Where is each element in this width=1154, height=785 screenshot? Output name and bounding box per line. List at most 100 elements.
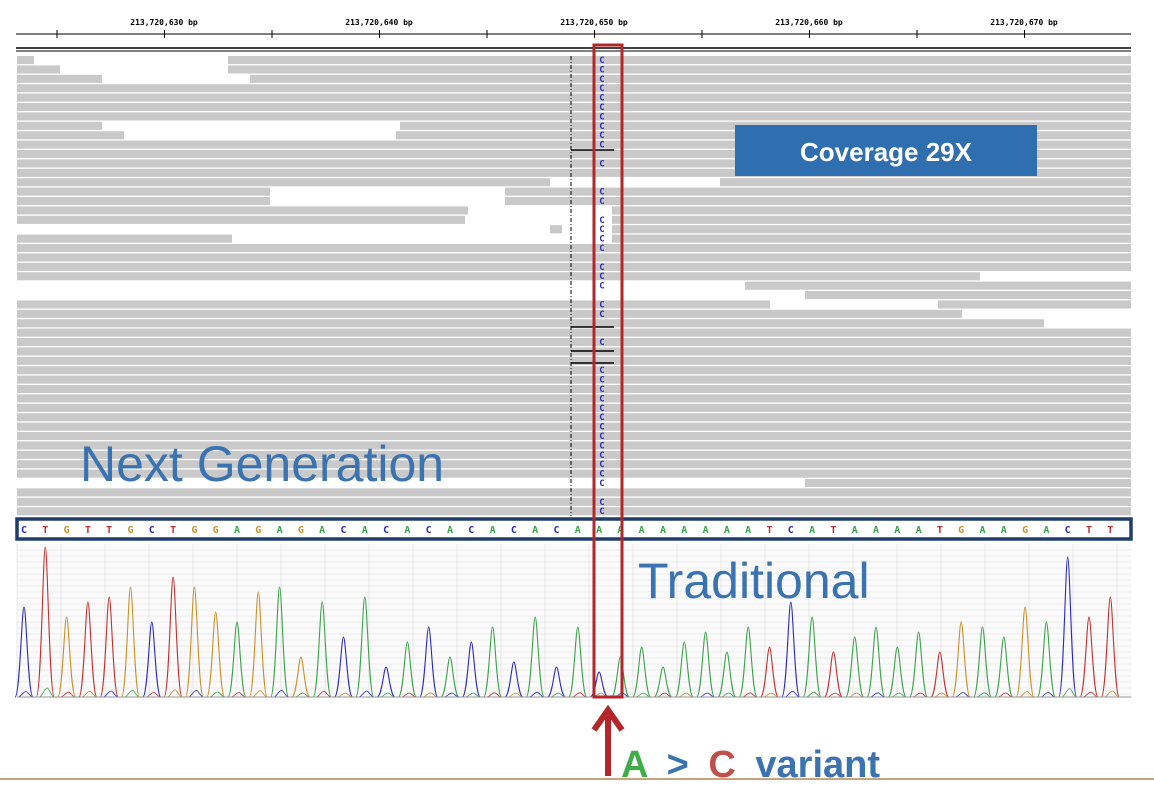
chromatogram-grid bbox=[16, 544, 1131, 697]
aligned-read bbox=[612, 234, 1131, 243]
reference-base: C bbox=[340, 525, 346, 536]
variant-base-call: C bbox=[599, 103, 604, 113]
chromatogram-background-peak bbox=[252, 690, 268, 698]
chromatogram-background-peak bbox=[486, 692, 502, 698]
reference-base: C bbox=[426, 525, 432, 536]
chromatogram-peak bbox=[1036, 621, 1056, 698]
chromatogram-background-peak bbox=[891, 692, 907, 698]
reference-base: G bbox=[298, 525, 304, 536]
chromatogram-background-peak bbox=[529, 691, 545, 698]
aligned-read bbox=[17, 159, 1131, 168]
variant-highlight-box bbox=[592, 43, 624, 699]
reference-base: T bbox=[42, 525, 48, 536]
reference-base: C bbox=[511, 525, 517, 536]
reference-base: A bbox=[532, 525, 538, 536]
chromatogram-peak bbox=[270, 586, 290, 698]
aligned-read bbox=[17, 507, 1131, 516]
variant-base-call: C bbox=[599, 432, 604, 442]
reference-base: G bbox=[191, 525, 197, 536]
aligned-read bbox=[17, 309, 962, 318]
reference-base: A bbox=[916, 525, 922, 536]
variant-base-call: C bbox=[599, 338, 604, 348]
chromatogram-peak bbox=[35, 546, 55, 698]
chromatogram-background-peak bbox=[571, 692, 587, 698]
chromatogram-peak bbox=[696, 631, 716, 698]
chromatogram-background-peak bbox=[827, 692, 843, 698]
aligned-read bbox=[17, 385, 1131, 394]
variant-base-call: C bbox=[599, 423, 604, 433]
chromatogram-peak bbox=[483, 626, 503, 698]
chromatogram-peak bbox=[866, 626, 886, 698]
aligned-read bbox=[17, 84, 1131, 93]
reference-base: A bbox=[362, 525, 368, 536]
aligned-read bbox=[17, 328, 1131, 337]
chromatogram-background-peak bbox=[763, 692, 779, 698]
aligned-read bbox=[17, 74, 102, 83]
reference-base: T bbox=[1107, 525, 1113, 536]
reference-base: A bbox=[617, 525, 623, 536]
aligned-read bbox=[17, 215, 465, 224]
chromatogram-background-peak bbox=[294, 692, 310, 698]
reference-base: A bbox=[490, 525, 496, 536]
chromatogram-background-peak bbox=[145, 692, 161, 698]
reference-base: T bbox=[85, 525, 91, 536]
coverage-badge-bg bbox=[735, 125, 1037, 176]
reference-base: A bbox=[873, 525, 879, 536]
reference-base: A bbox=[724, 525, 730, 536]
variant-base-call: C bbox=[599, 225, 604, 235]
aligned-read bbox=[17, 272, 980, 281]
chromatogram-peak bbox=[440, 656, 460, 698]
aligned-read bbox=[17, 234, 232, 243]
coverage-badge: Coverage 29X bbox=[735, 125, 1037, 176]
reference-base: T bbox=[1086, 525, 1092, 536]
chromatogram-background-peak bbox=[507, 692, 523, 698]
aligned-read bbox=[17, 168, 1131, 177]
chromatogram-peak bbox=[738, 626, 758, 698]
variant-base-call: C bbox=[599, 112, 604, 122]
chromatogram-peak bbox=[376, 666, 396, 698]
variant-base-call: C bbox=[599, 470, 604, 480]
chromatogram-peak bbox=[419, 626, 439, 698]
chromatogram-background-peak bbox=[912, 692, 928, 698]
chromatogram-peak bbox=[781, 601, 801, 698]
chromatogram-peak bbox=[525, 616, 545, 698]
reference-base: G bbox=[958, 525, 964, 536]
chromatogram-background-peak bbox=[1019, 691, 1035, 698]
chromatogram-peak bbox=[461, 641, 481, 698]
variant-base-call: C bbox=[599, 413, 604, 423]
chromatogram-background-peak bbox=[1040, 692, 1056, 698]
aligned-read bbox=[938, 300, 1131, 309]
ruler-tick-label: 213,720,670 bp bbox=[990, 18, 1058, 27]
reference-base: A bbox=[404, 525, 410, 536]
chromatogram-background-peak bbox=[422, 692, 438, 698]
aligned-read bbox=[17, 413, 1131, 422]
chromatogram-bg bbox=[17, 544, 1131, 698]
aligned-read bbox=[612, 206, 1131, 215]
chromatogram-peak bbox=[887, 646, 907, 698]
reference-base: A bbox=[596, 525, 602, 536]
variant-base-call: C bbox=[599, 507, 604, 517]
ruler-minor-ticks bbox=[56, 30, 1025, 38]
variant-base-call: C bbox=[599, 235, 604, 245]
chromatogram-peak bbox=[397, 641, 417, 698]
chromatogram-peak bbox=[632, 646, 652, 698]
aligned-read bbox=[17, 150, 1131, 159]
reference-base: C bbox=[468, 525, 474, 536]
traditional-label: Traditional bbox=[638, 553, 870, 609]
aligned-read bbox=[17, 140, 1131, 149]
chromatogram-background-peak bbox=[1061, 688, 1077, 698]
aligned-read bbox=[228, 65, 1131, 74]
aligned-read bbox=[17, 375, 1131, 384]
chromatogram-background-peak bbox=[720, 692, 736, 698]
aligned-read bbox=[17, 403, 1131, 412]
aligned-read bbox=[17, 366, 1131, 375]
reference-base: A bbox=[1001, 525, 1007, 536]
variant-base-call: C bbox=[599, 141, 604, 151]
reference-base: T bbox=[170, 525, 176, 536]
chromatogram-background-peak bbox=[230, 692, 247, 698]
reference-base: A bbox=[852, 525, 858, 536]
chromatogram-background-peak bbox=[358, 690, 374, 698]
chromatogram-peak bbox=[653, 666, 673, 698]
chromatogram-peak bbox=[1100, 596, 1120, 698]
variant-base-call: C bbox=[599, 159, 604, 169]
